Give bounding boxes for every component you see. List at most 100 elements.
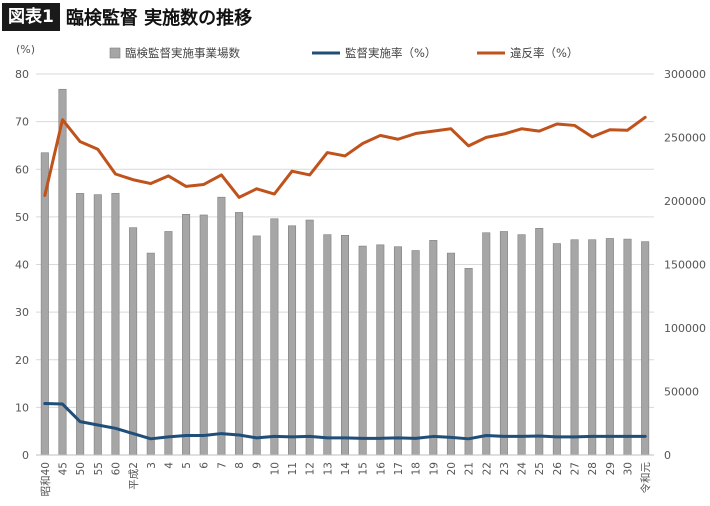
y-left-tick-label: 70 (15, 116, 29, 129)
bar (252, 235, 261, 456)
x-tick-label: 令和元 (639, 462, 652, 494)
legend-label: 違反率（%） (510, 46, 578, 60)
bar (217, 196, 226, 456)
x-tick-label: 27 (570, 462, 582, 475)
legend-label: 監督実施率（%） (345, 46, 436, 60)
x-tick-label: 50 (75, 462, 87, 475)
bar (411, 250, 420, 456)
x-tick-label: 29 (605, 462, 617, 475)
x-tick-label: 17 (393, 462, 405, 475)
legend-swatch (109, 47, 121, 59)
bar (517, 234, 526, 456)
legend-item: 監督実施率（%） (312, 46, 436, 60)
x-tick-label: 18 (411, 462, 423, 475)
bar (235, 212, 244, 456)
x-tick-label: 13 (322, 462, 334, 475)
x-tick-label: 14 (340, 462, 352, 476)
bar (305, 219, 314, 456)
x-tick-label: 12 (305, 462, 317, 475)
x-tick-label: 24 (517, 462, 529, 476)
x-tick-label: 26 (552, 462, 564, 476)
figure-tag: 図表1 (2, 3, 60, 31)
y-left-tick-label: 50 (15, 211, 29, 224)
x-tick-label: 60 (110, 462, 122, 475)
y-left-tick-label: 60 (15, 163, 29, 176)
x-axis-ticks: 昭和40 45 50 55 60 平成2 3 4 5 6 7 8 9 10 11 12 13 14 15 16 17 18… (40, 462, 652, 497)
bar (93, 194, 102, 456)
bar (588, 239, 597, 456)
bar (182, 214, 191, 456)
x-tick-label: 45 (57, 462, 69, 475)
y-left-tick-label: 0 (22, 449, 29, 462)
y-right-tick-label: 50000 (664, 386, 699, 399)
bar (129, 227, 138, 456)
y-left-tick-label: 30 (15, 306, 29, 319)
bar (146, 252, 155, 456)
bar (570, 239, 579, 456)
bar (482, 232, 491, 456)
bar (376, 244, 385, 456)
x-tick-label: 28 (587, 462, 599, 475)
x-tick-label: 4 (163, 462, 175, 469)
x-tick-label: 10 (269, 462, 281, 475)
bar (199, 214, 208, 456)
bar (111, 193, 120, 456)
bar (605, 238, 614, 456)
x-tick-label: 15 (358, 462, 370, 475)
x-tick-label: 19 (428, 462, 440, 475)
x-tick-label: 25 (534, 462, 546, 475)
legend-label: 臨検監督実施事業場数 (125, 46, 240, 60)
x-tick-label: 20 (446, 462, 458, 475)
line-series (43, 115, 647, 441)
bar (164, 231, 173, 456)
bar (393, 246, 402, 456)
bar (446, 252, 455, 456)
bar (464, 268, 473, 456)
bar (535, 228, 544, 456)
bar (270, 218, 279, 456)
x-tick-label: 6 (199, 462, 211, 469)
bar (499, 231, 508, 456)
y-axis-unit-label: (%) (16, 43, 35, 56)
y-left-tick-label: 40 (15, 259, 29, 272)
x-tick-label: 3 (146, 462, 158, 469)
bar (58, 88, 67, 456)
bar (323, 234, 332, 456)
series-line (43, 402, 647, 441)
x-tick-label: 平成2 (128, 462, 140, 490)
series-line (43, 115, 647, 199)
bar-series-inspected-workplaces (40, 88, 650, 456)
x-tick-label: 11 (287, 462, 299, 475)
axes: 0 10 20 30 40 50 60 70 80 0 50000 100000 150000 20000… (15, 68, 706, 462)
y-left-tick-label: 80 (15, 68, 29, 81)
bar (623, 238, 632, 456)
x-tick-label: 16 (375, 462, 387, 476)
figure-title: 臨検監督 実施数の推移 (65, 8, 253, 29)
x-tick-label: 5 (181, 462, 193, 469)
x-tick-label: 昭和40 (40, 462, 52, 496)
legend: 臨検監督実施事業場数 監督実施率（%） 違反率（%） (109, 46, 578, 60)
bar (40, 152, 49, 456)
x-tick-label: 21 (464, 462, 476, 475)
legend-item: 違反率（%） (477, 46, 578, 60)
y-right-tick-label: 100000 (664, 322, 706, 335)
x-tick-label: 8 (234, 462, 246, 469)
x-tick-label: 9 (252, 462, 264, 469)
bar (552, 243, 561, 456)
y-right-tick-label: 200000 (664, 195, 706, 208)
bar (429, 240, 438, 456)
y-right-tick-label: 0 (664, 449, 671, 462)
y-right-tick-label: 150000 (664, 259, 706, 272)
figure-header: 図表1 臨検監督 実施数の推移 (0, 0, 252, 34)
y-left-tick-label: 20 (15, 354, 29, 367)
bar (641, 241, 650, 456)
bar (340, 234, 350, 456)
x-tick-label: 22 (481, 462, 493, 475)
x-tick-label: 55 (93, 462, 105, 475)
bar (358, 245, 367, 456)
y-right-tick-label: 300000 (664, 68, 706, 81)
x-tick-label: 30 (623, 462, 635, 475)
bar (76, 193, 85, 456)
x-tick-label: 23 (499, 462, 511, 475)
